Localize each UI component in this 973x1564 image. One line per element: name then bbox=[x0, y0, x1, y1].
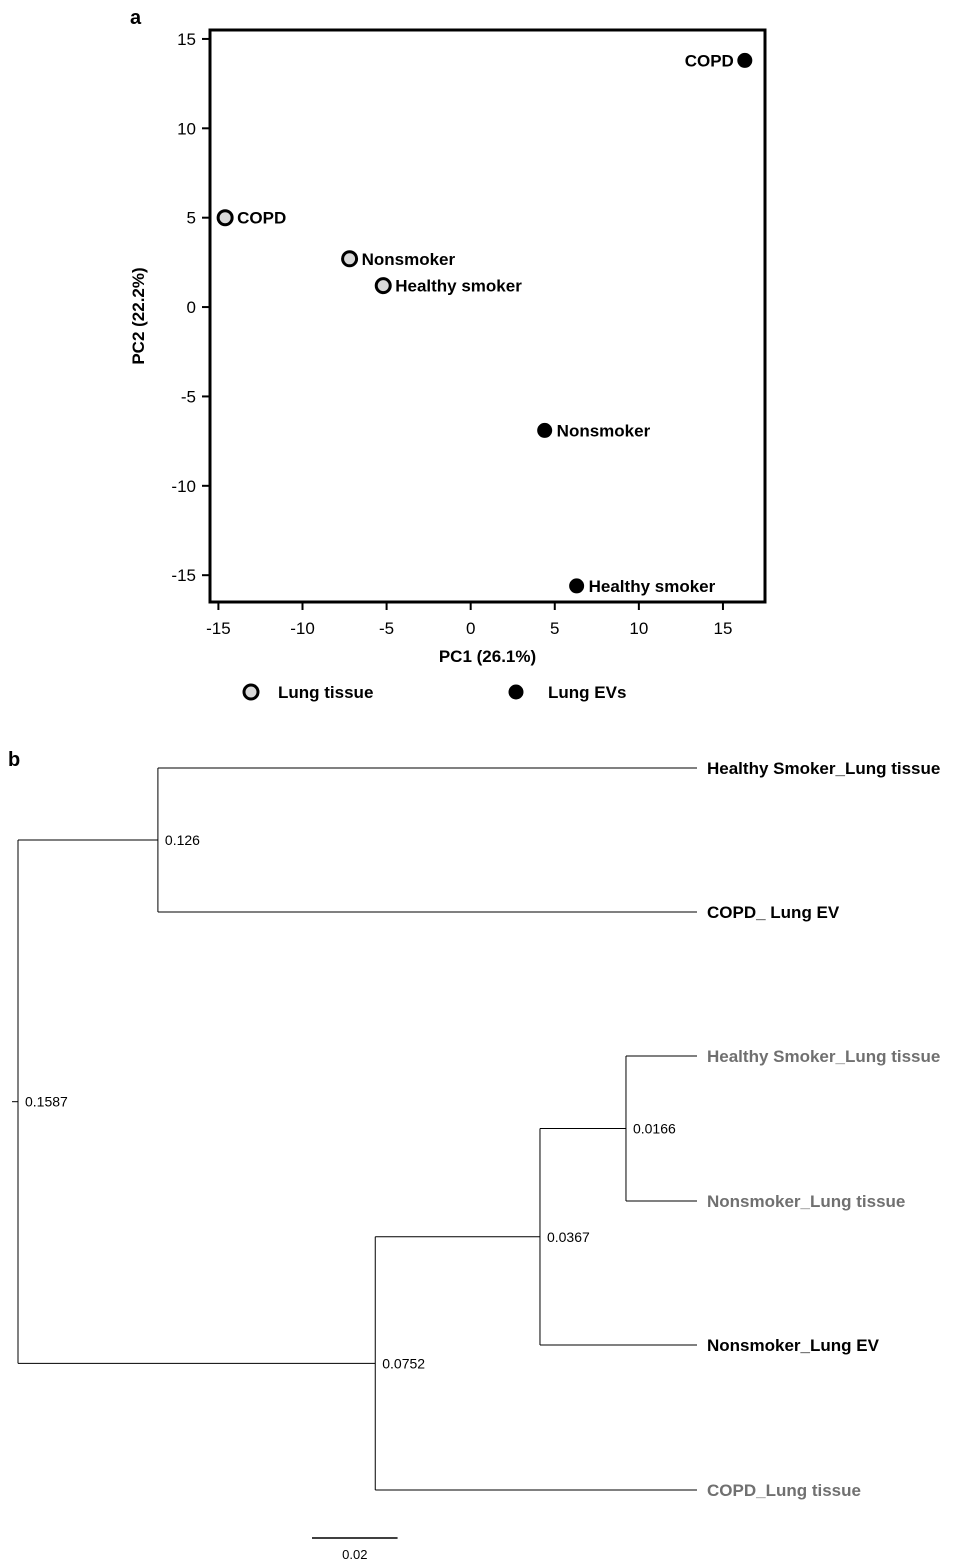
point-label: Nonsmoker bbox=[557, 421, 651, 440]
point-label: Healthy smoker bbox=[589, 577, 716, 596]
leaf-label: Healthy Smoker_Lung tissue bbox=[707, 759, 940, 778]
point-lung-tissue bbox=[341, 250, 359, 268]
point-label: COPD bbox=[685, 51, 734, 70]
leaf-label: COPD_Lung tissue bbox=[707, 1481, 861, 1500]
point-lung-evs bbox=[537, 422, 553, 438]
pca-x-ticks: -15 -10 -5 0 5 10 15 bbox=[206, 602, 732, 638]
x-tick-label: 15 bbox=[713, 619, 732, 638]
pca-plot-frame bbox=[208, 28, 767, 604]
x-tick-label: 5 bbox=[550, 619, 559, 638]
panel-b-label: b bbox=[8, 749, 20, 771]
legend-label: Lung EVs bbox=[548, 683, 626, 702]
y-tick-label: 5 bbox=[187, 209, 196, 228]
x-tick-label: -5 bbox=[379, 619, 394, 638]
leaf-label: Nonsmoker_Lung tissue bbox=[707, 1192, 905, 1211]
node-height-label: 0.126 bbox=[165, 832, 200, 848]
node-height-label: 0.0367 bbox=[547, 1229, 590, 1245]
x-tick-label: -15 bbox=[206, 619, 231, 638]
y-tick-label: 15 bbox=[177, 30, 196, 49]
point-lung-evs bbox=[737, 52, 753, 68]
node-height-label: 0.1587 bbox=[25, 1094, 68, 1110]
y-tick-label: 0 bbox=[187, 298, 196, 317]
point-lung-evs bbox=[569, 578, 585, 594]
leaf-label: Nonsmoker_Lung EV bbox=[707, 1336, 880, 1355]
point-label: Healthy smoker bbox=[395, 277, 522, 296]
x-tick-label: -10 bbox=[290, 619, 315, 638]
pca-y-ticks: -15 -10 -5 0 5 10 15 bbox=[171, 30, 210, 585]
point-lung-tissue bbox=[216, 209, 234, 227]
scale-bar-label: 0.02 bbox=[342, 1547, 367, 1562]
x-tick-label: 0 bbox=[466, 619, 475, 638]
pca-y-axis-label: PC2 (22.2%) bbox=[129, 267, 148, 364]
dendrogram: 0.126 0.0166 0.0367 0.0752 0.1587 Healthy Smo… bbox=[12, 759, 940, 1562]
panel-a-label: a bbox=[130, 7, 142, 29]
x-tick-label: 10 bbox=[629, 619, 648, 638]
y-tick-label: 10 bbox=[177, 119, 196, 138]
y-tick-label: -15 bbox=[171, 566, 196, 585]
leaf-label: COPD_ Lung EV bbox=[707, 903, 840, 922]
legend-marker-lung-evs bbox=[508, 684, 524, 700]
pca-legend: Lung tissue Lung EVs bbox=[242, 683, 626, 702]
y-tick-label: -5 bbox=[181, 387, 196, 406]
point-label: Nonsmoker bbox=[362, 250, 456, 269]
point-lung-tissue bbox=[374, 277, 392, 295]
point-label: COPD bbox=[237, 209, 286, 228]
y-tick-label: -10 bbox=[171, 477, 196, 496]
node-height-label: 0.0166 bbox=[633, 1121, 676, 1137]
pca-scatter-plot: -15 -10 -5 0 5 10 15 -15 -10 -5 0 5 10 15 COPD Nonsmo… bbox=[171, 28, 767, 638]
node-height-label: 0.0752 bbox=[382, 1355, 425, 1371]
pca-x-axis-label: PC1 (26.1%) bbox=[439, 647, 536, 666]
pca-points: COPD Nonsmoker Healthy smoker COPD Nonsmoker… bbox=[216, 51, 753, 596]
legend-marker-lung-tissue bbox=[242, 683, 260, 701]
leaf-label: Healthy Smoker_Lung tissue bbox=[707, 1047, 940, 1066]
legend-label: Lung tissue bbox=[278, 683, 373, 702]
